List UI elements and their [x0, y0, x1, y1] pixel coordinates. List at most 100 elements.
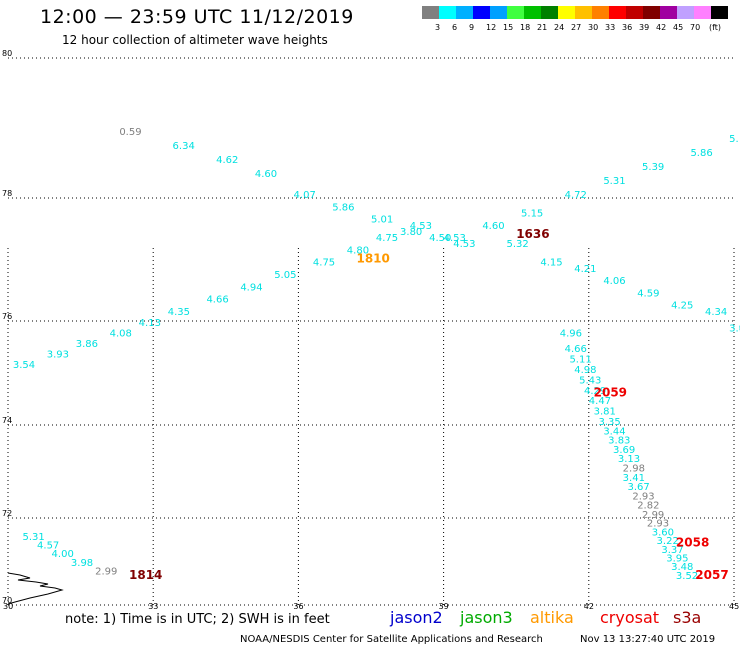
- wave-height-value: 4.06: [603, 276, 625, 287]
- wave-height-value: 4.53: [410, 221, 432, 232]
- wave-height-value: 4.59: [637, 288, 659, 299]
- wave-height-value: 0.59: [119, 127, 141, 138]
- wave-height-value: 3.37: [661, 545, 683, 556]
- colorbar-swatch: [456, 6, 473, 19]
- lon-tick-label: 36: [293, 602, 303, 611]
- wave-height-value: 4.00: [52, 549, 74, 560]
- wave-height-value: 4.75: [313, 258, 335, 269]
- wave-height-value: 4.60: [255, 169, 277, 180]
- wave-height-value: 3.60: [652, 527, 674, 538]
- pass-time-label: 1636: [516, 227, 549, 241]
- lat-tick-label: 80: [2, 49, 12, 58]
- colorbar-label: 70: [690, 23, 701, 32]
- pass-time-label: 1814: [129, 568, 162, 582]
- wave-height-value: 3.41: [623, 473, 645, 484]
- footer-credit: NOAA/NESDIS Center for Satellite Applica…: [240, 634, 543, 645]
- colorbar-unit: (ft): [709, 23, 722, 32]
- wave-height-value: 3.48: [671, 562, 693, 573]
- wave-height-value: 4.21: [574, 264, 596, 275]
- lat-tick-label: 70: [2, 596, 12, 605]
- colorbar-label: 39: [639, 23, 650, 32]
- footer-timestamp: Nov 13 13:27:40 UTC 2019: [580, 634, 716, 645]
- wave-height-value: 5.39: [642, 162, 664, 173]
- lat-tick-label: 74: [2, 416, 12, 425]
- lon-tick-label: 45: [729, 602, 739, 611]
- wave-height-value: 3.44: [603, 426, 625, 437]
- wave-height-value: 4.13: [139, 318, 161, 329]
- wave-height-value: 4.75: [376, 233, 398, 244]
- colorbar-swatch: [643, 6, 660, 19]
- legend-jason3: jason3: [460, 608, 513, 627]
- legend-s3a: s3a: [673, 608, 702, 627]
- lon-tick-label: 33: [148, 602, 158, 611]
- wave-height-value: 4.80: [347, 245, 369, 256]
- lon-tick-label: 30: [3, 602, 13, 611]
- wave-height-value: 5.32: [507, 239, 529, 250]
- wave-height-value: 4.08: [110, 329, 132, 340]
- colorbar-label: 9: [469, 23, 475, 32]
- wave-height-value: 2.93: [632, 491, 654, 502]
- lat-tick-label: 78: [2, 189, 12, 198]
- colorbar-label: 24: [554, 23, 565, 32]
- pass-time-label: 2058: [676, 535, 709, 549]
- wave-height-value: 3.96: [729, 323, 740, 334]
- colorbar-label: 12: [486, 23, 497, 32]
- wave-height-value: 4: [739, 323, 740, 334]
- wave-height-value: 3.93: [47, 349, 69, 360]
- colorbar-swatch: [609, 6, 626, 19]
- wave-height-value: 4.29: [584, 386, 606, 397]
- wave-height-value: 4.66: [565, 344, 587, 355]
- wave-height-value: 5.31: [23, 532, 45, 543]
- wave-height-value: 2.98: [623, 464, 645, 475]
- colorbar-swatch: [626, 6, 643, 19]
- wave-height-value: 4.07: [294, 190, 316, 201]
- colorbar-label: 6: [452, 23, 458, 32]
- wave-height-value: 3.52: [676, 571, 698, 582]
- colorbar-swatch: [473, 6, 490, 19]
- coastline: [7, 572, 64, 605]
- wave-height-value: 4.25: [671, 301, 693, 312]
- legend-jason2: jason2: [390, 608, 443, 627]
- lat-tick-label: 76: [2, 312, 12, 321]
- colorbar-label: 27: [571, 23, 582, 32]
- colorbar-swatch: [575, 6, 592, 19]
- colorbar-label: 33: [605, 23, 616, 32]
- colorbar-label: 36: [622, 23, 633, 32]
- pass-time-label: 2059: [594, 385, 627, 399]
- colorbar-swatch: [422, 6, 439, 19]
- wave-height-value: 4.15: [540, 258, 562, 269]
- colorbar-swatch: [490, 6, 507, 19]
- wave-height-value: 5.05: [274, 270, 296, 281]
- colorbar-label: 3: [435, 23, 441, 32]
- colorbar-label: 30: [588, 23, 599, 32]
- wave-height-value: 4.50: [429, 233, 451, 244]
- pass-time-label: 1810: [356, 252, 389, 266]
- wave-height-value: 4.53: [453, 239, 475, 250]
- colorbar-label: 21: [537, 23, 548, 32]
- wave-height-value: 4.57: [37, 540, 59, 551]
- wave-height-value: 4.62: [216, 155, 238, 166]
- lon-tick-label: 39: [439, 602, 449, 611]
- wave-height-value: 3.80: [400, 227, 422, 238]
- wave-height-value: 6.34: [173, 141, 195, 152]
- colorbar-label: 42: [656, 23, 667, 32]
- colorbar-swatch: [541, 6, 558, 19]
- colorbar-swatch: [592, 6, 609, 19]
- wave-height-value: 3.83: [608, 436, 630, 447]
- wave-height-value: 3.98: [71, 558, 93, 569]
- page-subtitle: 12 hour collection of altimeter wave hei…: [62, 33, 328, 47]
- wave-height-value: 4.98: [574, 365, 596, 376]
- wave-height-value: 5.31: [603, 176, 625, 187]
- colorbar-swatch: [507, 6, 524, 19]
- colorbar-label: 18: [520, 23, 531, 32]
- wave-height-value: 4.96: [560, 329, 582, 340]
- wave-height-value: 4.60: [482, 221, 504, 232]
- wave-height-value: 3.13: [618, 454, 640, 465]
- colorbar-swatch: [439, 6, 456, 19]
- wave-height-value: 2.93: [647, 519, 669, 530]
- wave-height-value: 3.67: [628, 482, 650, 493]
- wave-height-value: 4.47: [589, 396, 611, 407]
- wave-height-value: 3.86: [76, 339, 98, 350]
